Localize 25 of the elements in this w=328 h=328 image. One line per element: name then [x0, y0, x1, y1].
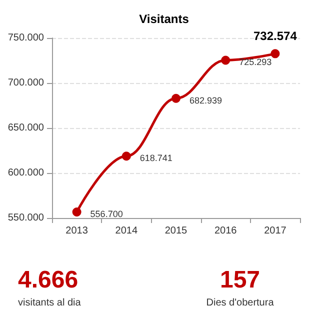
data-label: 725.293	[239, 57, 272, 68]
data-label: 556.700	[90, 208, 123, 219]
y-tick-label: 600.000	[8, 168, 44, 178]
point	[172, 94, 180, 103]
y-tick-label: 650.000	[8, 122, 44, 134]
point	[221, 56, 230, 65]
data-label: 682.939	[190, 95, 222, 106]
data-label: 618.741	[140, 153, 172, 164]
point	[122, 152, 131, 161]
text: 157	[220, 266, 260, 294]
data-label: 732.574	[254, 29, 298, 44]
point	[72, 207, 82, 216]
point	[270, 49, 280, 58]
text: 4.666	[18, 266, 78, 294]
x-tick-label: 2015	[164, 226, 188, 236]
text: Dies d'obertura	[206, 298, 274, 308]
x-tick-label: 2014	[115, 226, 138, 236]
y-tick-label: 700.000	[8, 78, 44, 88]
x-tick-label: 2016	[214, 226, 238, 236]
text: visitants al dia	[18, 298, 82, 308]
x-tick-label: 2017	[264, 226, 287, 236]
chart-title: Visitants	[139, 12, 190, 26]
y-tick-label: 750.000	[8, 32, 44, 44]
y-tick-label: 550.000	[8, 212, 44, 224]
x-tick-label: 2013	[66, 226, 88, 236]
